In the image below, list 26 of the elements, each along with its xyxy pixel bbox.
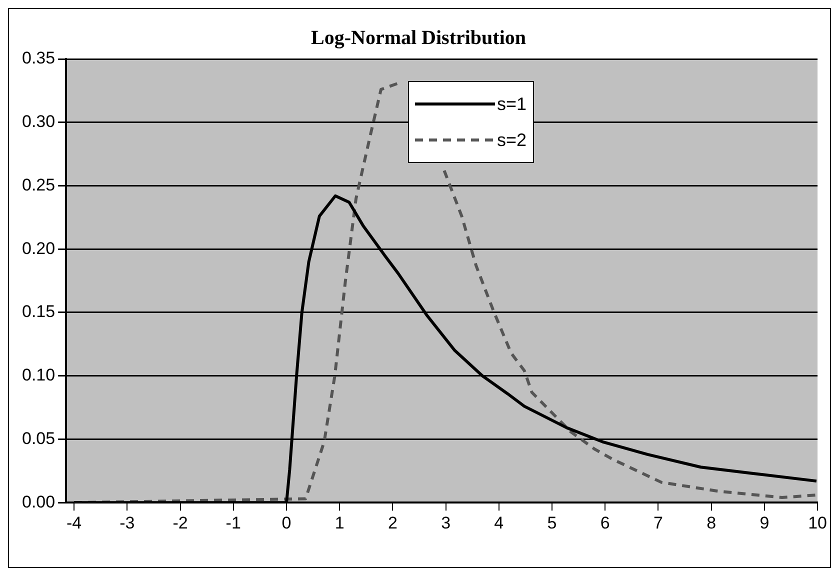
x-tick-label: 9 [760, 513, 770, 532]
y-tick-label: 0.30 [22, 112, 56, 132]
x-tick-label: 1 [334, 513, 344, 532]
y-tick-label: 0.05 [22, 428, 56, 448]
y-tick-label: 0.20 [22, 238, 56, 258]
x-tick-label: 10 [808, 513, 828, 532]
y-tick-label: 0.10 [22, 366, 56, 385]
x-tick-label: 8 [706, 513, 716, 532]
legend-label: s=2 [497, 130, 527, 150]
x-tick-label: 5 [547, 513, 557, 532]
x-tick-label: -4 [66, 513, 82, 532]
y-tick-label: 0.25 [22, 175, 56, 194]
x-tick-label: -2 [172, 513, 188, 532]
x-tick-label: 7 [653, 513, 663, 532]
x-tick-label: 0 [282, 513, 292, 532]
x-tick-label: -1 [226, 513, 241, 532]
chart-title: Log-Normal Distribution [311, 27, 526, 50]
x-tick-label: 6 [600, 513, 610, 532]
y-tick-label: 0.35 [22, 48, 56, 68]
x-tick-label: 4 [494, 513, 504, 532]
y-tick-label: 0.00 [22, 492, 56, 512]
y-tick-label: 0.15 [22, 302, 56, 322]
x-tick-label: 2 [388, 513, 398, 532]
legend-label: s=1 [497, 94, 527, 114]
x-tick-label: 3 [441, 513, 451, 532]
x-tick-label: -3 [120, 513, 135, 532]
